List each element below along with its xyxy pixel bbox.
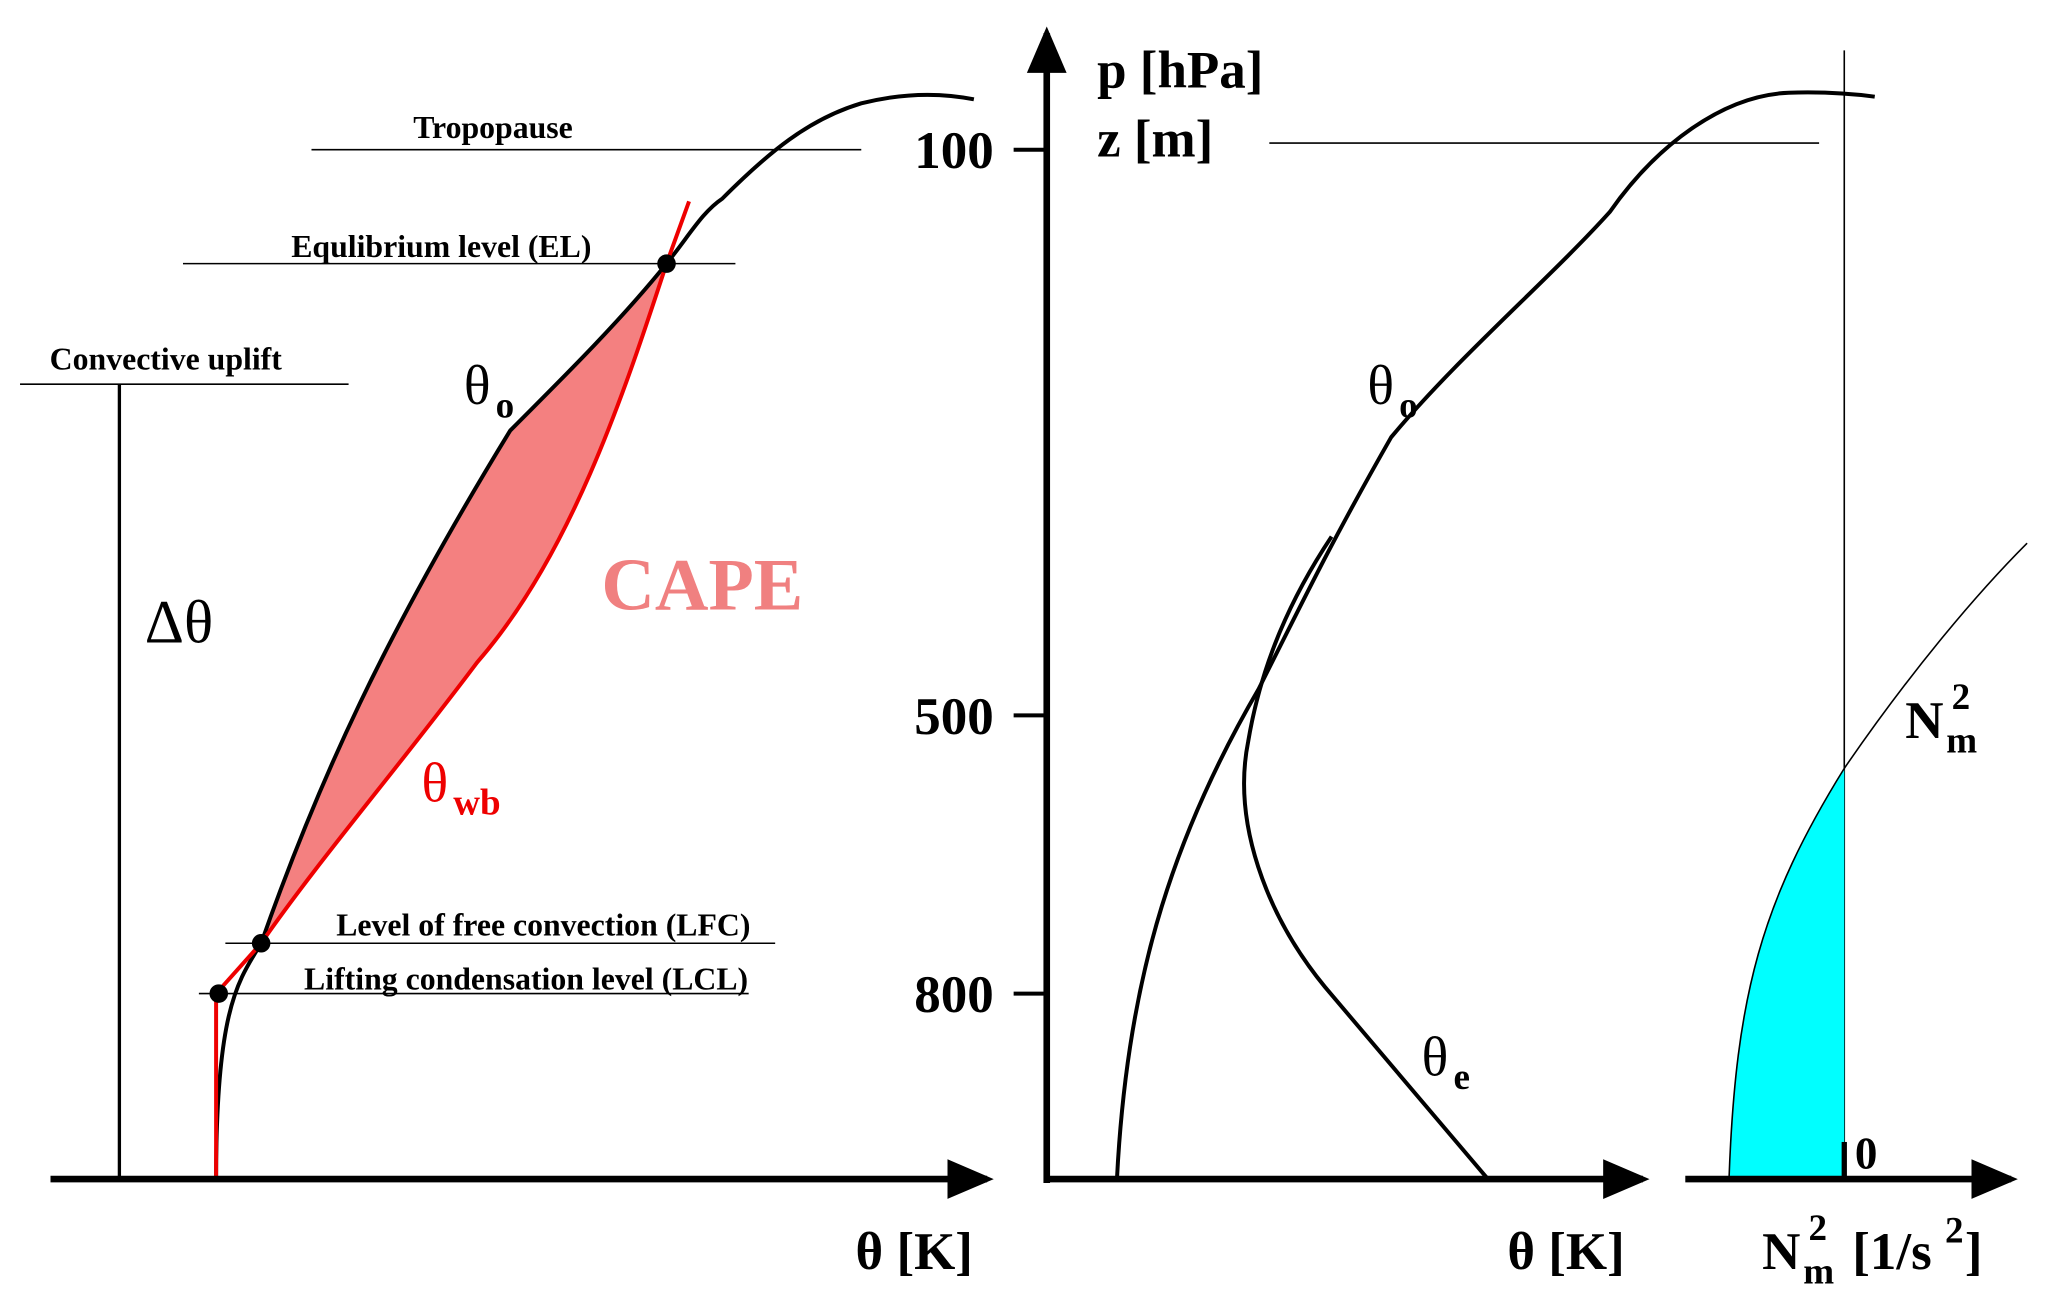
theta-wb-sub: wb xyxy=(453,783,500,824)
theta-o-symbol: θ xyxy=(464,355,491,417)
theta-e-curve xyxy=(1242,535,1490,1181)
n-axis-sub: m xyxy=(1803,1252,1834,1293)
lfc-label: Level of free convection (LFC) xyxy=(336,907,750,942)
tropopause-label: Tropopause xyxy=(413,110,573,145)
uplift-label: Convective uplift xyxy=(50,342,283,377)
el-label: Equlibrium level (EL) xyxy=(291,229,591,264)
theta-wb-curve xyxy=(214,200,691,1180)
theta-e-sub: e xyxy=(1453,1057,1469,1098)
tick-label: 100 xyxy=(914,122,993,180)
middle-x-label: θ [K] xyxy=(1507,1223,1624,1281)
lcl-label: Lifting condensation level (LCL) xyxy=(304,962,748,997)
n-sub: m xyxy=(1946,720,1977,761)
n-sup: 2 xyxy=(1952,677,1971,718)
n-axis-unit-close: ] xyxy=(1965,1223,1983,1281)
theta-o-sub: o xyxy=(1399,385,1418,426)
cape-label: CAPE xyxy=(601,544,803,626)
p-axis-label: p [hPa] xyxy=(1097,41,1263,99)
theta-o-curve xyxy=(1114,90,1876,1180)
stable-area xyxy=(1729,768,1845,1180)
lcl-point xyxy=(209,984,229,1003)
el-point xyxy=(657,254,676,273)
n-axis-sup: 2 xyxy=(1809,1208,1828,1249)
left-x-label: θ [K] xyxy=(856,1223,973,1281)
theta-o-symbol: θ xyxy=(1367,355,1394,417)
n-axis-symbol: N xyxy=(1762,1223,1800,1281)
theta-wb-symbol: θ xyxy=(421,753,448,815)
tick-label: 500 xyxy=(914,688,993,746)
n-axis-unit: [1/s xyxy=(1852,1223,1931,1281)
theta-e-symbol: θ xyxy=(1422,1027,1449,1089)
n-squared-curve xyxy=(1728,542,2028,1180)
lfc-point xyxy=(251,933,271,953)
tick-label: 800 xyxy=(914,966,993,1024)
z-axis-label: z [m] xyxy=(1097,110,1213,168)
n-axis-unit-sup: 2 xyxy=(1945,1211,1964,1252)
cape-area xyxy=(261,263,667,944)
delta-theta: Δθ xyxy=(145,590,213,657)
theta-o-sub: o xyxy=(496,385,515,426)
zero-label: 0 xyxy=(1855,1128,1878,1178)
n-symbol: N xyxy=(1905,692,1943,750)
